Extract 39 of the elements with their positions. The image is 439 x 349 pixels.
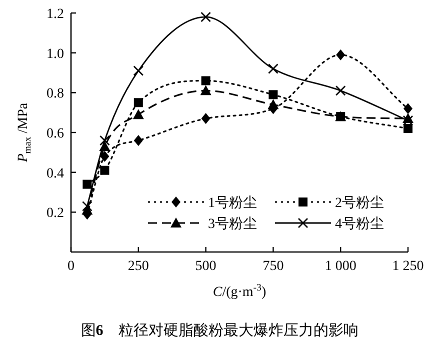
legend-label: 2号粉尘 [335, 195, 384, 211]
x-tick-label: 500 [195, 259, 216, 274]
point [200, 85, 212, 96]
point [404, 124, 412, 134]
y-tick-label: 1.2 [46, 7, 64, 22]
x-tick-label: 1 250 [392, 259, 424, 274]
legend-label: 4号粉尘 [335, 216, 384, 232]
point [268, 90, 278, 100]
point [134, 98, 143, 108]
point [82, 200, 92, 212]
x-tick-label: 750 [262, 259, 284, 274]
point [268, 99, 279, 110]
point [100, 166, 110, 175]
y-tick-label: 0.4 [46, 166, 64, 182]
text: 图6 粒径对硬脂酸粉最大爆炸压力的影响 [80, 322, 358, 339]
point [134, 134, 143, 146]
point [336, 49, 346, 60]
x-tick-label: 250 [128, 259, 149, 274]
y-tick-label: 1.0 [46, 46, 64, 62]
point [404, 103, 412, 114]
point [132, 109, 144, 120]
point [200, 12, 211, 22]
legend-label: 1号粉尘 [208, 195, 257, 211]
x-tick-label: 1 000 [324, 259, 356, 274]
point [201, 76, 210, 86]
y-tick-label: 0.6 [46, 126, 64, 142]
point [82, 180, 92, 189]
point [201, 113, 210, 124]
point [268, 64, 278, 74]
x-tick-label: 0 [68, 259, 74, 274]
point [402, 115, 414, 126]
legend-label: 3号粉尘 [208, 216, 257, 232]
x-axis-title: C/(g·m$^{-3}$) [212, 282, 266, 300]
y-tick-label: 0.2 [46, 206, 64, 222]
point [335, 85, 346, 96]
point [133, 66, 144, 76]
y-tick-label: 0.8 [46, 86, 64, 102]
point [100, 135, 110, 146]
point [100, 150, 110, 162]
